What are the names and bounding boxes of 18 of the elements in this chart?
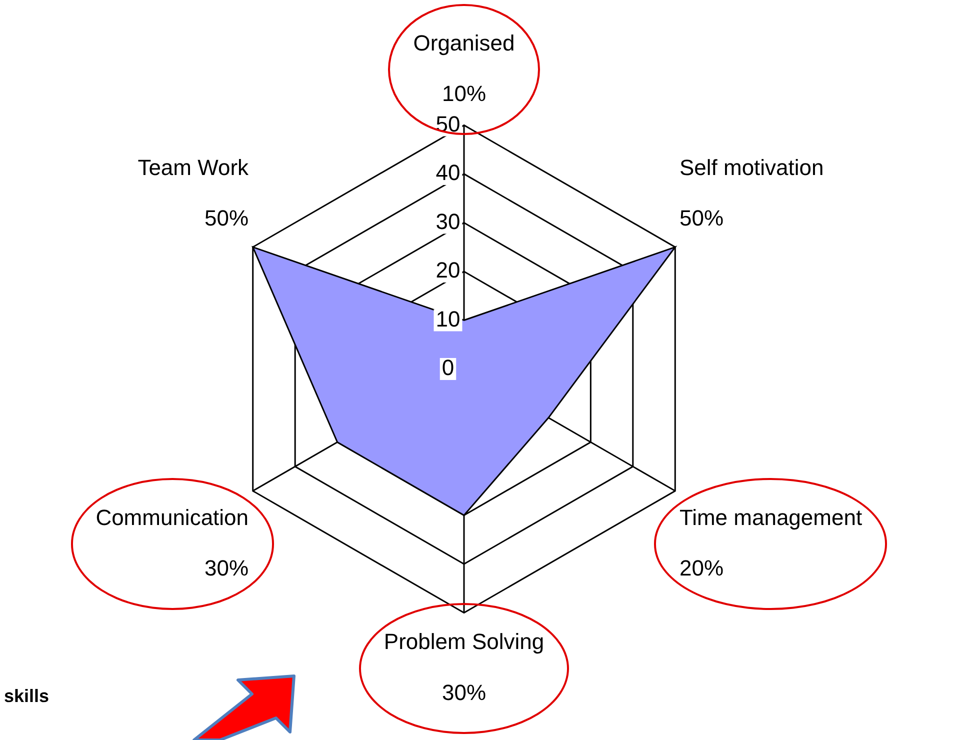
- text: 10%: [442, 80, 486, 106]
- y-tick-label: 40: [436, 160, 460, 186]
- spoke-label: Team Work: [138, 154, 250, 180]
- text: 30%: [442, 680, 486, 705]
- spoke-label: Communication: [96, 504, 249, 530]
- spoke-label: Self motivation: [679, 154, 824, 180]
- spoke-label: Problem Solving: [384, 629, 544, 654]
- spoke-label: Organised: [413, 30, 515, 56]
- y-tick-label: 10: [436, 306, 460, 332]
- text: skills: [4, 686, 50, 707]
- text: 50%: [204, 205, 249, 230]
- y-tick-label: 0: [442, 355, 454, 380]
- text: 50%: [679, 205, 724, 230]
- text: 30%: [204, 555, 249, 580]
- spoke-label: Time management: [679, 504, 862, 530]
- y-tick-label: 30: [436, 208, 460, 234]
- text: 20%: [679, 555, 724, 580]
- y-tick-label: 20: [436, 258, 460, 283]
